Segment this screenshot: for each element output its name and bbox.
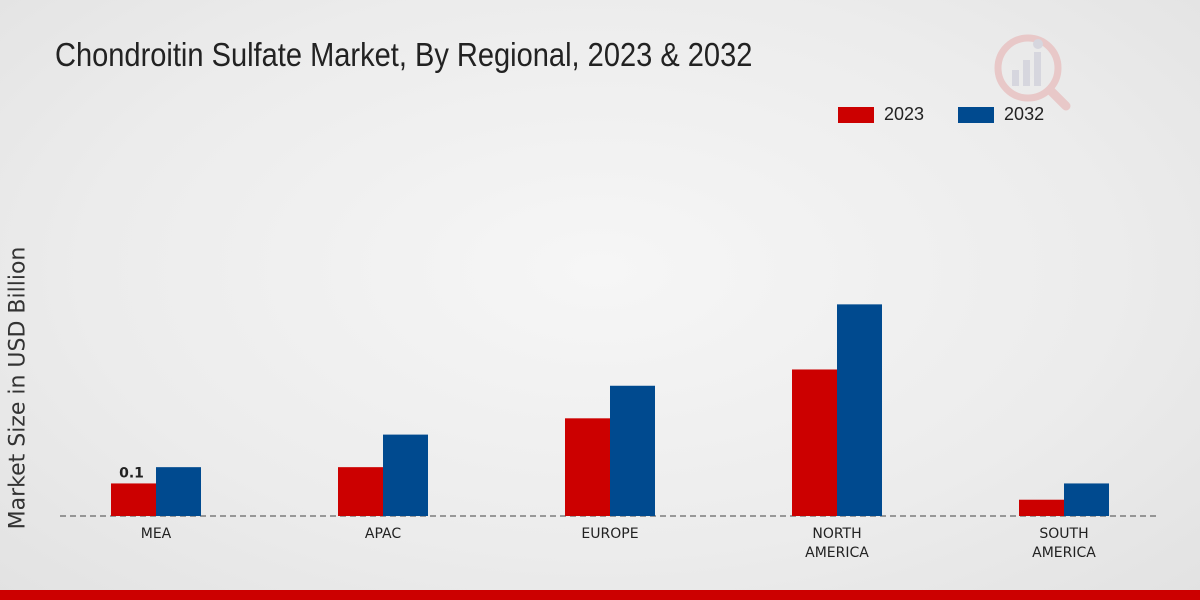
bar-2023-north-america bbox=[792, 369, 837, 516]
legend-label-2023: 2023 bbox=[884, 104, 925, 124]
x-tick-label: SOUTH AMERICA bbox=[1032, 526, 1096, 561]
legend: 2023 2032 bbox=[838, 104, 1078, 125]
x-tick-label: APAC bbox=[365, 526, 401, 542]
bar-2032-north-america bbox=[837, 304, 882, 516]
legend-swatch-2032 bbox=[958, 106, 995, 123]
data-label: 0.1 bbox=[119, 465, 144, 481]
bar-2023-south-america bbox=[1019, 499, 1064, 516]
chart-title: Chondroitin Sulfate Market, By Regional,… bbox=[55, 36, 753, 73]
bar-2023-europe bbox=[565, 418, 610, 516]
footer-bar bbox=[0, 590, 1200, 600]
bar-2032-europe bbox=[610, 385, 655, 516]
bar-2032-apac bbox=[383, 434, 428, 516]
x-tick-label: NORTH AMERICA bbox=[805, 526, 869, 561]
bar-2023-mea bbox=[111, 483, 156, 516]
legend-item-2032: 2032 bbox=[958, 104, 1044, 125]
legend-item-2023: 2023 bbox=[838, 104, 924, 125]
legend-swatch-2023 bbox=[838, 106, 874, 123]
bar-2032-mea bbox=[156, 467, 201, 516]
x-tick-label: MEA bbox=[141, 526, 172, 542]
bar-2023-apac bbox=[338, 467, 383, 516]
legend-label-2032: 2032 bbox=[1004, 104, 1045, 124]
bar-2032-south-america bbox=[1064, 483, 1109, 516]
brand-logo-icon bbox=[994, 34, 1071, 111]
x-tick-label: EUROPE bbox=[581, 526, 638, 542]
